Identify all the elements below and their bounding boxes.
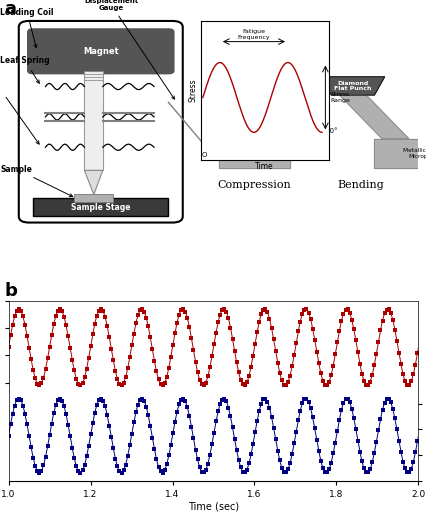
Text: Sample Stage: Sample Stage [71, 203, 130, 212]
Text: Diamond
Flat Punch: Diamond Flat Punch [235, 81, 273, 92]
Text: Bending: Bending [337, 180, 383, 190]
Text: a: a [4, 1, 17, 18]
Polygon shape [320, 77, 384, 95]
Text: Metallic Glass
Micropillar: Metallic Glass Micropillar [402, 148, 426, 159]
Text: Stress
Range: Stress Range [330, 92, 350, 103]
Text: Magnet: Magnet [83, 47, 118, 56]
Text: Loading Coil: Loading Coil [0, 8, 54, 48]
X-axis label: Time (sec): Time (sec) [187, 501, 239, 512]
Polygon shape [339, 95, 408, 139]
Text: Compression: Compression [217, 180, 291, 190]
X-axis label: Time: Time [255, 162, 273, 171]
Polygon shape [373, 139, 426, 168]
Bar [84, 71, 103, 170]
Polygon shape [218, 139, 290, 168]
FancyBboxPatch shape [19, 21, 182, 222]
Text: b: b [4, 282, 17, 300]
Text: Metallic Glass
Micropillar: Metallic Glass Micropillar [233, 148, 274, 159]
Bar [33, 32, 168, 71]
Text: Leaf Spring: Leaf Spring [0, 56, 50, 83]
Text: Fatigue
Frequency: Fatigue Frequency [237, 29, 270, 40]
Text: 30°: 30° [324, 128, 337, 134]
Bar [74, 194, 113, 202]
Polygon shape [243, 95, 265, 139]
Text: Sample: Sample [0, 164, 72, 196]
Text: Diamond
Flat Punch: Diamond Flat Punch [333, 81, 371, 92]
FancyBboxPatch shape [27, 28, 174, 74]
Text: Displacement
Gauge: Displacement Gauge [83, 0, 174, 99]
Y-axis label: Stress: Stress [188, 79, 197, 102]
Polygon shape [84, 170, 103, 194]
Text: O: O [201, 151, 207, 158]
Polygon shape [222, 77, 285, 95]
Bar [33, 198, 168, 217]
